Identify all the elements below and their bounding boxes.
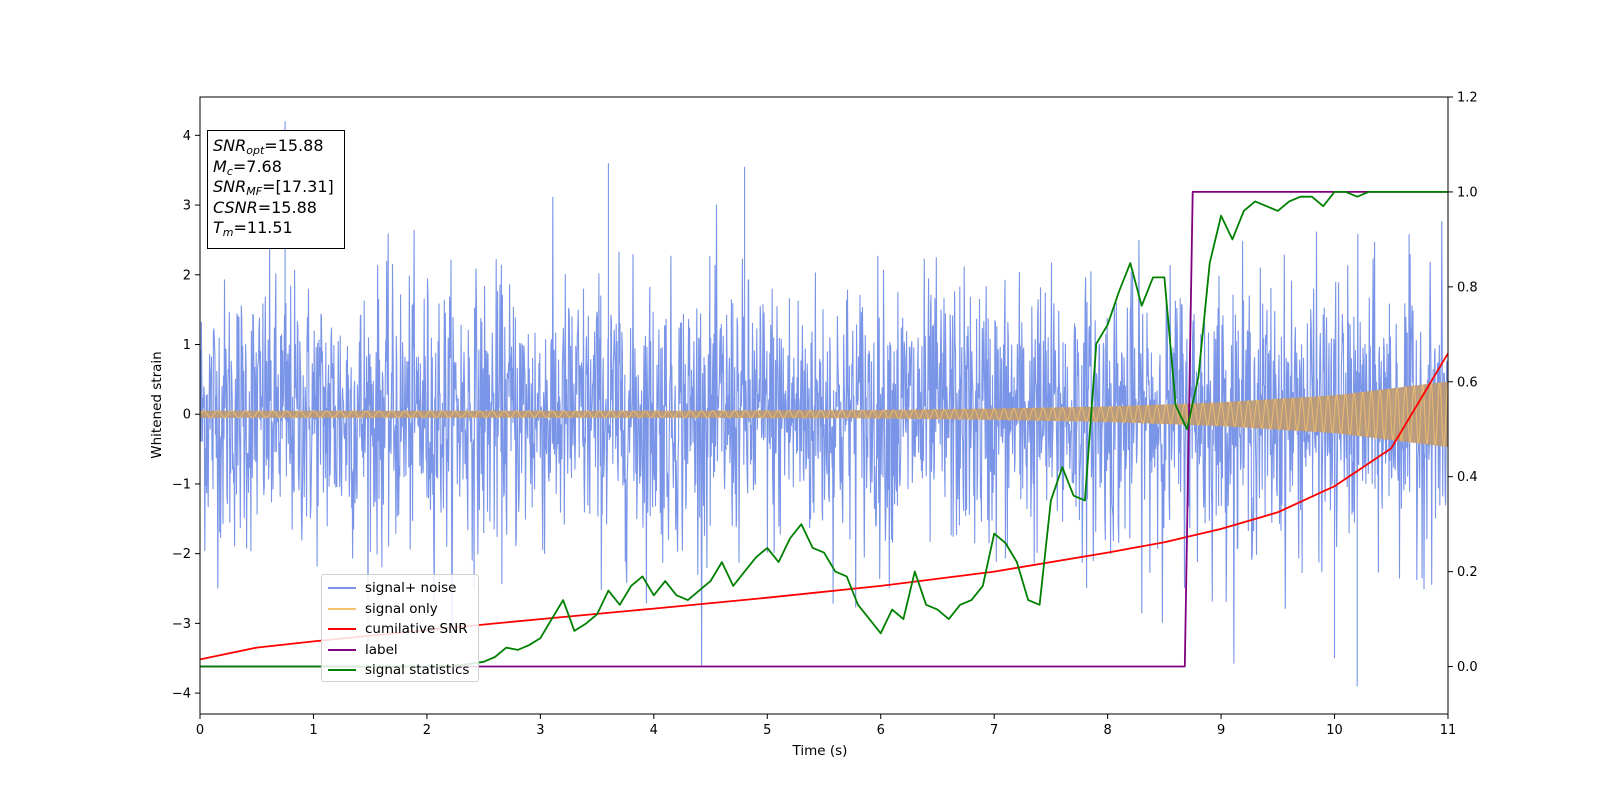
legend-item-cumulative-snr: cumilative SNR (328, 619, 472, 640)
y-axis-right: 0.0 0.2 0.4 0.6 0.8 1.0 1.2 (1448, 91, 1478, 675)
y-tick-label: 4 (183, 129, 191, 144)
legend: signal+ noise signal only cumilative SNR… (321, 574, 479, 682)
x-tick-label: 1 (309, 723, 317, 738)
y2-tick-label: 0.0 (1457, 660, 1478, 675)
annotation-csnr: CSNR=15.88 (213, 197, 317, 217)
legend-label-signal-statistics: signal statistics (365, 662, 470, 679)
x-tick-label: 9 (1217, 723, 1225, 738)
x-axis: 0 1 2 3 4 5 6 7 8 9 10 11 (196, 714, 1456, 738)
legend-swatch-signal-statistics (328, 669, 356, 672)
legend-swatch-signal-noise (328, 587, 356, 590)
y-axis-label: Whitened strain (149, 351, 165, 458)
x-tick-label: 0 (196, 723, 204, 738)
legend-item-signal-noise: signal+ noise (328, 578, 472, 599)
annotation-snr-mf: SNRMF=[17.31] (213, 177, 334, 198)
y-axis-left: −4 −3 −2 −1 0 1 2 3 4 (172, 129, 200, 702)
x-tick-label: 10 (1326, 723, 1343, 738)
series-signal-statistics (200, 191, 1448, 668)
series-signal-noise (200, 121, 1448, 687)
x-tick-label: 7 (990, 723, 998, 738)
legend-label-signal-only: signal only (365, 600, 438, 617)
legend-swatch-signal-only (328, 607, 356, 610)
y2-tick-label: 0.2 (1457, 565, 1478, 580)
y-tick-label: −2 (172, 547, 191, 562)
annotation-tm: Tm=11.51 (213, 218, 293, 239)
legend-item-signal-statistics: signal statistics (328, 660, 472, 681)
x-tick-label: 11 (1440, 723, 1457, 738)
annotation-tm-value: 11.51 (246, 218, 293, 237)
annotation-snr-opt: SNRopt=15.88 (213, 136, 324, 157)
y-tick-label: 2 (183, 268, 191, 283)
x-tick-label: 4 (650, 723, 658, 738)
x-tick-label: 8 (1103, 723, 1111, 738)
legend-label-signal-noise: signal+ noise (365, 580, 457, 597)
y-tick-label: −4 (172, 687, 191, 702)
y-tick-label: −1 (172, 477, 191, 492)
annotation-mc-value: 7.68 (246, 156, 282, 176)
legend-label-cumulative-snr: cumilative SNR (365, 621, 468, 638)
y-tick-label: 0 (183, 408, 191, 423)
legend-swatch-label (328, 648, 356, 651)
annotation-snr-mf-value: [17.31] (275, 177, 334, 196)
series-label (200, 191, 1448, 668)
x-tick-label: 6 (877, 723, 885, 738)
annotation-box: SNRopt=15.88 Mc=7.68 SNRMF=[17.31] CSNR=… (207, 130, 345, 249)
annotation-mc: Mc=7.68 (213, 156, 282, 178)
series-signal-only-band (200, 381, 1448, 447)
y-tick-label: 3 (183, 199, 191, 214)
x-tick-label: 3 (536, 723, 544, 738)
legend-label-label: label (365, 641, 398, 658)
y2-tick-label: 1.2 (1457, 91, 1478, 106)
legend-swatch-cumulative-snr (328, 628, 356, 631)
y2-tick-label: 0.8 (1457, 280, 1478, 295)
x-tick-label: 5 (763, 723, 771, 738)
y2-tick-label: 0.4 (1457, 470, 1478, 485)
y-tick-label: −3 (172, 617, 191, 632)
series-group (200, 121, 1448, 687)
legend-item-signal-only: signal only (328, 599, 472, 620)
series-signal-only (200, 381, 1448, 449)
plot-frame (199, 96, 1449, 715)
x-axis-label: Time (s) (792, 743, 848, 759)
annotation-csnr-value: 15.88 (271, 197, 317, 217)
annotation-snr-opt-value: 15.88 (277, 136, 324, 155)
series-layer (200, 121, 1448, 687)
y2-tick-label: 1.0 (1457, 185, 1478, 200)
y-tick-label: 1 (183, 338, 191, 353)
x-tick-label: 2 (423, 723, 431, 738)
y2-tick-label: 0.6 (1457, 375, 1478, 390)
legend-item-label: label (328, 640, 472, 661)
